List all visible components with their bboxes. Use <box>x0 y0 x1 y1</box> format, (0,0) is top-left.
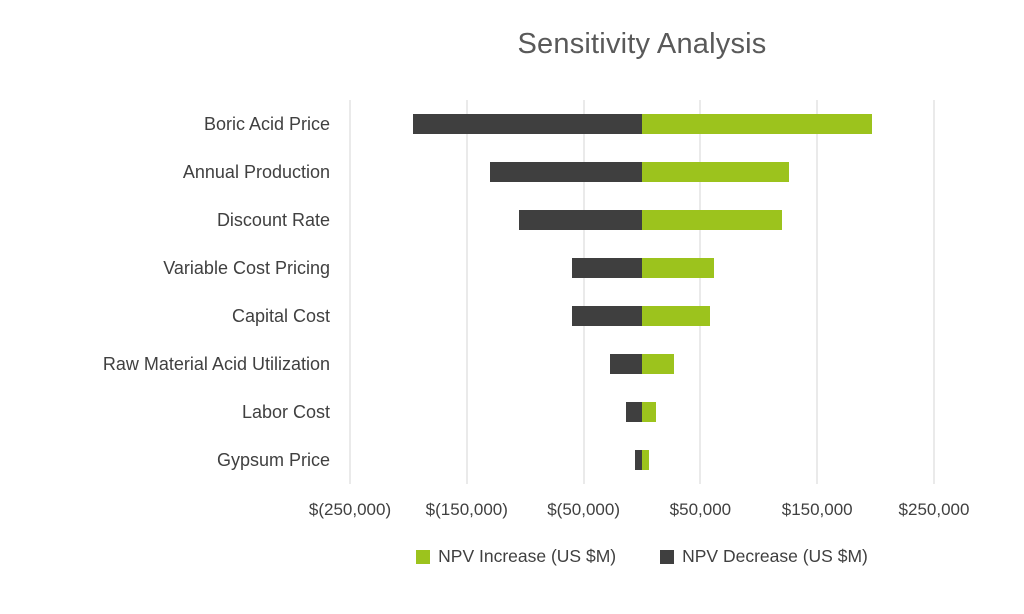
gridline <box>466 100 468 484</box>
gridline <box>583 100 585 484</box>
bar-npv-decrease <box>413 114 642 134</box>
x-tick-label: $150,000 <box>781 500 853 519</box>
bar-npv-decrease <box>571 258 642 278</box>
category-labels: Boric Acid Price Annual Production Discoun… <box>0 100 330 484</box>
bar-row <box>350 148 934 196</box>
category-label: Gypsum Price <box>216 449 330 470</box>
bar-row <box>350 244 934 292</box>
legend-item-npv-decrease: NPV Decrease (US $M) <box>660 546 868 567</box>
plot-area <box>349 100 935 484</box>
bar-row <box>350 100 934 148</box>
legend: NPV Increase (US $M) NPV Decrease (US $M… <box>300 546 984 567</box>
bar-row <box>350 196 934 244</box>
legend-label-npv-decrease: NPV Decrease (US $M) <box>682 546 868 566</box>
bar-npv-increase <box>642 402 657 422</box>
bar-npv-increase <box>642 258 715 278</box>
x-tick-label: $250,000 <box>898 500 970 519</box>
bar-row <box>350 340 934 388</box>
category-label: Boric Acid Price <box>203 113 330 134</box>
bar-npv-decrease <box>610 354 642 374</box>
bar-npv-increase <box>642 162 790 182</box>
bar-npv-decrease <box>519 210 642 230</box>
category-label: Variable Cost Pricing <box>163 257 330 278</box>
bar-npv-decrease <box>634 450 642 470</box>
legend-swatch-npv-increase <box>416 549 431 564</box>
bar-npv-decrease <box>490 162 642 182</box>
bar-npv-decrease <box>625 402 642 422</box>
bar-row <box>350 292 934 340</box>
category-label: Discount Rate <box>216 209 330 230</box>
gridline <box>816 100 818 484</box>
legend-swatch-npv-decrease <box>660 549 675 564</box>
bar-npv-increase <box>642 306 710 326</box>
bar-row <box>350 388 934 436</box>
bars-layer <box>350 100 934 484</box>
category-label: Capital Cost <box>231 305 330 326</box>
gridline <box>933 100 935 484</box>
category-label: Annual Production <box>182 161 330 182</box>
bar-npv-increase <box>642 450 649 470</box>
bar-row <box>350 436 934 484</box>
legend-item-npv-increase: NPV Increase (US $M) <box>416 546 616 567</box>
gridline <box>349 100 351 484</box>
bar-npv-increase <box>642 210 783 230</box>
legend-label-npv-increase: NPV Increase (US $M) <box>438 546 617 566</box>
category-label: Labor Cost <box>241 401 330 422</box>
gridlines <box>349 100 935 484</box>
bar-npv-decrease <box>571 306 642 326</box>
x-tick-label: $50,000 <box>669 500 732 519</box>
chart-title: Sensitivity Analysis <box>517 28 767 60</box>
x-tick-label: $(50,000) <box>547 500 620 519</box>
x-tick-label: $(250,000) <box>308 500 392 519</box>
x-axis: $(250,000) $(150,000) $(50,000) $50,000 $150… <box>309 500 970 524</box>
bar-npv-increase <box>642 354 674 374</box>
category-label: Raw Material Acid Utilization <box>102 353 330 374</box>
bar-npv-increase <box>642 114 873 134</box>
x-tick-label: $(150,000) <box>425 500 508 519</box>
gridline <box>699 100 701 484</box>
